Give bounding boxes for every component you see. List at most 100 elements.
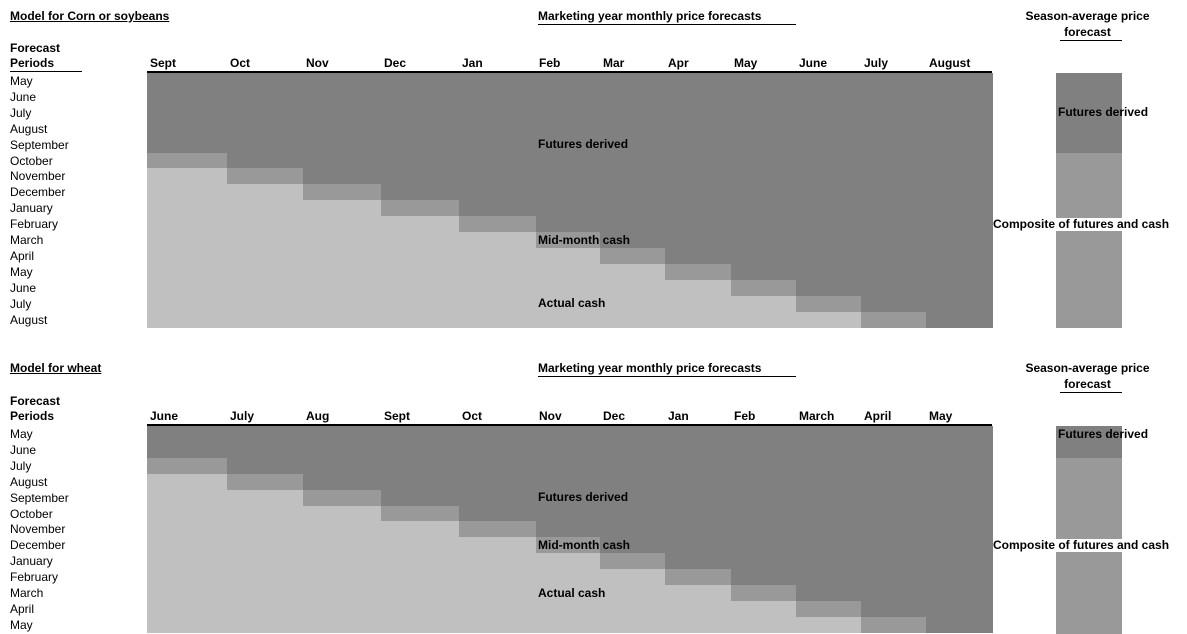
actual-cash-cell	[227, 616, 304, 634]
mid-month-cash-cell	[147, 457, 228, 475]
futures-cell	[665, 120, 732, 138]
futures-cell	[303, 136, 382, 153]
futures-cell	[600, 457, 666, 475]
futures-cell	[381, 457, 460, 475]
actual-cash-cell	[459, 616, 537, 634]
header-rule	[147, 424, 992, 426]
mid-month-cash-cell	[796, 600, 862, 618]
mid-month-cash-cell	[303, 489, 382, 506]
futures-cell	[600, 489, 666, 506]
period-label: July	[10, 105, 32, 120]
futures-cell	[459, 88, 537, 106]
mid-month-cash-cell	[796, 295, 862, 312]
actual-cash-cell	[536, 600, 601, 618]
futures-cell	[861, 473, 927, 491]
month-header: Feb	[539, 56, 561, 70]
period-label: June	[10, 442, 37, 457]
period-label: April	[10, 601, 35, 616]
futures-cell	[926, 521, 993, 538]
actual-cash-cell	[665, 600, 732, 618]
month-header: Jan	[668, 409, 689, 423]
actual-cash-cell	[381, 247, 460, 265]
periods-header: Forecast	[10, 41, 61, 55]
actual-cash-cell	[459, 263, 537, 281]
futures-cell	[796, 585, 862, 602]
actual-cash-cell	[731, 616, 797, 634]
futures-cell	[861, 489, 927, 506]
futures-cell	[227, 104, 304, 122]
futures-cell	[731, 168, 797, 185]
futures-cell	[147, 73, 228, 90]
futures-cell	[665, 426, 732, 443]
futures-cell	[536, 473, 601, 491]
periods-underline	[10, 71, 82, 72]
futures-cell	[731, 426, 797, 443]
futures-cell	[147, 136, 228, 153]
actual-cash-cell	[227, 537, 304, 554]
futures-cell	[861, 295, 927, 312]
futures-cell	[536, 184, 601, 201]
actual-cash-cell	[381, 263, 460, 281]
futures-cell	[796, 88, 862, 106]
actual-cash-cell	[600, 585, 666, 602]
actual-cash-cell	[381, 553, 460, 570]
futures-cell	[731, 88, 797, 106]
mid-month-cash-cell	[459, 521, 537, 538]
futures-cell	[861, 569, 927, 586]
futures-cell	[861, 232, 927, 249]
futures-cell	[731, 136, 797, 153]
actual-cash-cell	[536, 569, 601, 586]
futures-cell	[861, 553, 927, 570]
futures-cell	[861, 104, 927, 122]
period-label: November	[10, 522, 66, 537]
actual-cash-cell	[381, 279, 460, 297]
futures-cell	[796, 120, 862, 138]
futures-cell	[796, 505, 862, 522]
actual-cash-cell	[303, 200, 382, 217]
mid-month-cash-cell	[665, 569, 732, 586]
mid-month-cash-label: Mid-month cash	[538, 233, 630, 247]
futures-cell	[227, 426, 304, 443]
futures-cell	[861, 120, 927, 138]
futures-cell	[600, 426, 666, 443]
futures-cell	[665, 457, 732, 475]
futures-cell	[459, 120, 537, 138]
futures-cell	[536, 489, 601, 506]
mid-month-cash-cell	[536, 537, 601, 554]
actual-cash-cell	[147, 616, 228, 634]
futures-cell	[303, 152, 382, 169]
futures-cell	[665, 473, 732, 491]
season-futures-label: Futures derived	[1058, 105, 1149, 119]
futures-cell	[459, 152, 537, 169]
month-header: Aug	[306, 409, 330, 423]
futures-cell	[600, 232, 666, 249]
futures-cell	[731, 184, 797, 201]
period-label: January	[10, 201, 53, 216]
actual-cash-cell	[227, 184, 304, 201]
actual-cash-cell	[459, 232, 537, 249]
futures-cell	[796, 216, 862, 233]
futures-cell	[796, 104, 862, 122]
season-average-title-2: forecast	[1064, 25, 1111, 39]
futures-cell	[665, 247, 732, 265]
futures-cell	[731, 489, 797, 506]
monthly-forecast-title: Marketing year monthly price forecasts	[538, 361, 762, 375]
month-header: July	[230, 409, 255, 423]
actual-cash-cell	[381, 600, 460, 618]
futures-cell	[459, 73, 537, 90]
season-futures-block	[1056, 426, 1122, 458]
season-average-title: Season-average price	[1025, 9, 1150, 23]
futures-cell	[381, 136, 460, 153]
futures-cell	[227, 120, 304, 138]
period-label: December	[10, 538, 66, 553]
futures-cell	[536, 216, 601, 233]
futures-cell	[796, 263, 862, 281]
futures-cell	[731, 216, 797, 233]
period-label: July	[10, 458, 32, 473]
period-label: October	[10, 506, 53, 521]
futures-cell	[600, 168, 666, 185]
mid-month-cash-cell	[227, 473, 304, 491]
period-label: January	[10, 554, 53, 569]
futures-cell	[459, 104, 537, 122]
title-underline	[538, 24, 796, 25]
